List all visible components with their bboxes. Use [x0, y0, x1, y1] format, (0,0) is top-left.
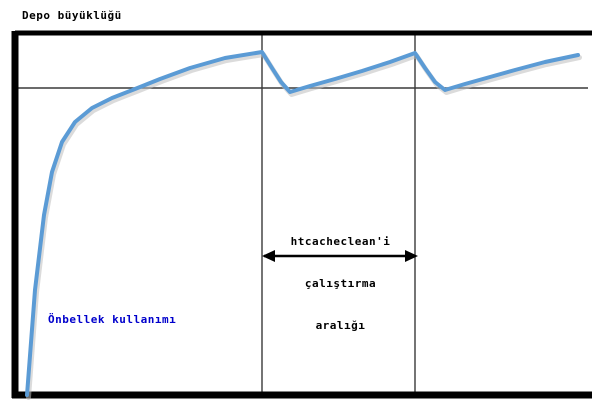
interval-annotation-line-3: aralığı: [315, 319, 366, 332]
arrow-right-icon: [405, 250, 418, 262]
interval-annotation-line-2: çalıştırma: [304, 277, 377, 290]
cache-usage-series-label: Önbellek kullanımı: [48, 313, 177, 326]
interval-annotation-line-1: htcacheclean'i: [290, 235, 391, 248]
arrow-left-icon: [262, 250, 275, 262]
cache-usage-curve: [25, 50, 580, 397]
page-title: Depo büyüklüğü: [22, 9, 122, 22]
interval-annotation: htcacheclean'i çalıştırma aralığı: [262, 207, 419, 361]
interval-arrow: [262, 250, 418, 262]
